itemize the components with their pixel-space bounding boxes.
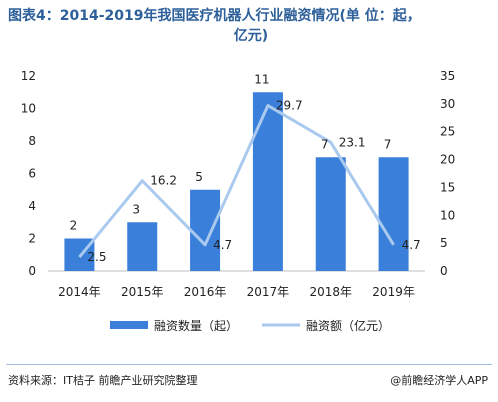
- line-value-label: 23.1: [339, 135, 366, 149]
- y-right-tick-label: 35: [440, 69, 455, 83]
- x-tick-label: 2018年: [309, 285, 352, 299]
- source-note: 资料来源：IT桔子 前瞻产业研究院整理: [8, 374, 198, 387]
- y-right-tick-label: 0: [440, 264, 448, 278]
- x-tick-label: 2016年: [184, 285, 227, 299]
- bar-value-label: 3: [132, 202, 140, 216]
- line-value-label: 4.7: [402, 238, 421, 252]
- bar-value-label: 5: [195, 170, 203, 184]
- y-left-tick-label: 12: [21, 69, 36, 83]
- y-right-tick-label: 15: [440, 180, 455, 194]
- legend-bar-swatch: [110, 321, 148, 329]
- bar-value-label: 7: [321, 137, 329, 151]
- x-tick-label: 2015年: [121, 285, 164, 299]
- y-right-tick-label: 25: [440, 125, 455, 139]
- y-left-tick-label: 4: [28, 199, 36, 213]
- bar-4: [252, 92, 283, 271]
- y-left-tick-label: 8: [28, 134, 36, 148]
- legend-line-label: 融资额（亿元）: [306, 318, 390, 333]
- brand-credit: @前瞻经济学人APP: [390, 374, 488, 387]
- chart-title: 图表4：2014-2019年我国医疗机器人行业融资情况(单 位：起， 亿元): [8, 6, 494, 46]
- bar-value-label: 11: [254, 72, 269, 86]
- bar-value-label: 7: [384, 137, 392, 151]
- bar-value-label: 2: [70, 219, 78, 233]
- x-tick-label: 2019年: [372, 285, 415, 299]
- y-left-tick-label: 2: [28, 232, 36, 246]
- legend-bar-label: 融资数量（起）: [154, 318, 238, 333]
- line-value-label: 16.2: [150, 174, 177, 188]
- bar-2: [127, 222, 158, 271]
- y-right-tick-label: 30: [440, 97, 455, 111]
- footer-divider: [6, 364, 492, 365]
- chart-title-line1: 图表4：2014-2019年我国医疗机器人行业融资情况(单 位：起，: [8, 8, 421, 24]
- line-value-label: 4.7: [213, 238, 232, 252]
- bar-3: [190, 189, 221, 271]
- y-left-tick-label: 0: [28, 264, 36, 278]
- chart-title-line2: 亿元): [233, 28, 269, 44]
- line-value-label: 29.7: [276, 99, 303, 113]
- y-left-tick-label: 10: [21, 102, 36, 116]
- line-series-path: [78, 104, 395, 259]
- y-right-tick-label: 5: [440, 236, 448, 250]
- x-tick-label: 2017年: [247, 285, 290, 299]
- line-value-label: 2.5: [87, 250, 106, 264]
- y-right-tick-label: 10: [440, 208, 455, 222]
- x-tick-label: 2014年: [58, 285, 101, 299]
- y-right-tick-label: 20: [440, 153, 455, 167]
- y-left-tick-label: 6: [28, 167, 36, 181]
- bar-5: [315, 157, 346, 271]
- bar-6: [378, 157, 409, 271]
